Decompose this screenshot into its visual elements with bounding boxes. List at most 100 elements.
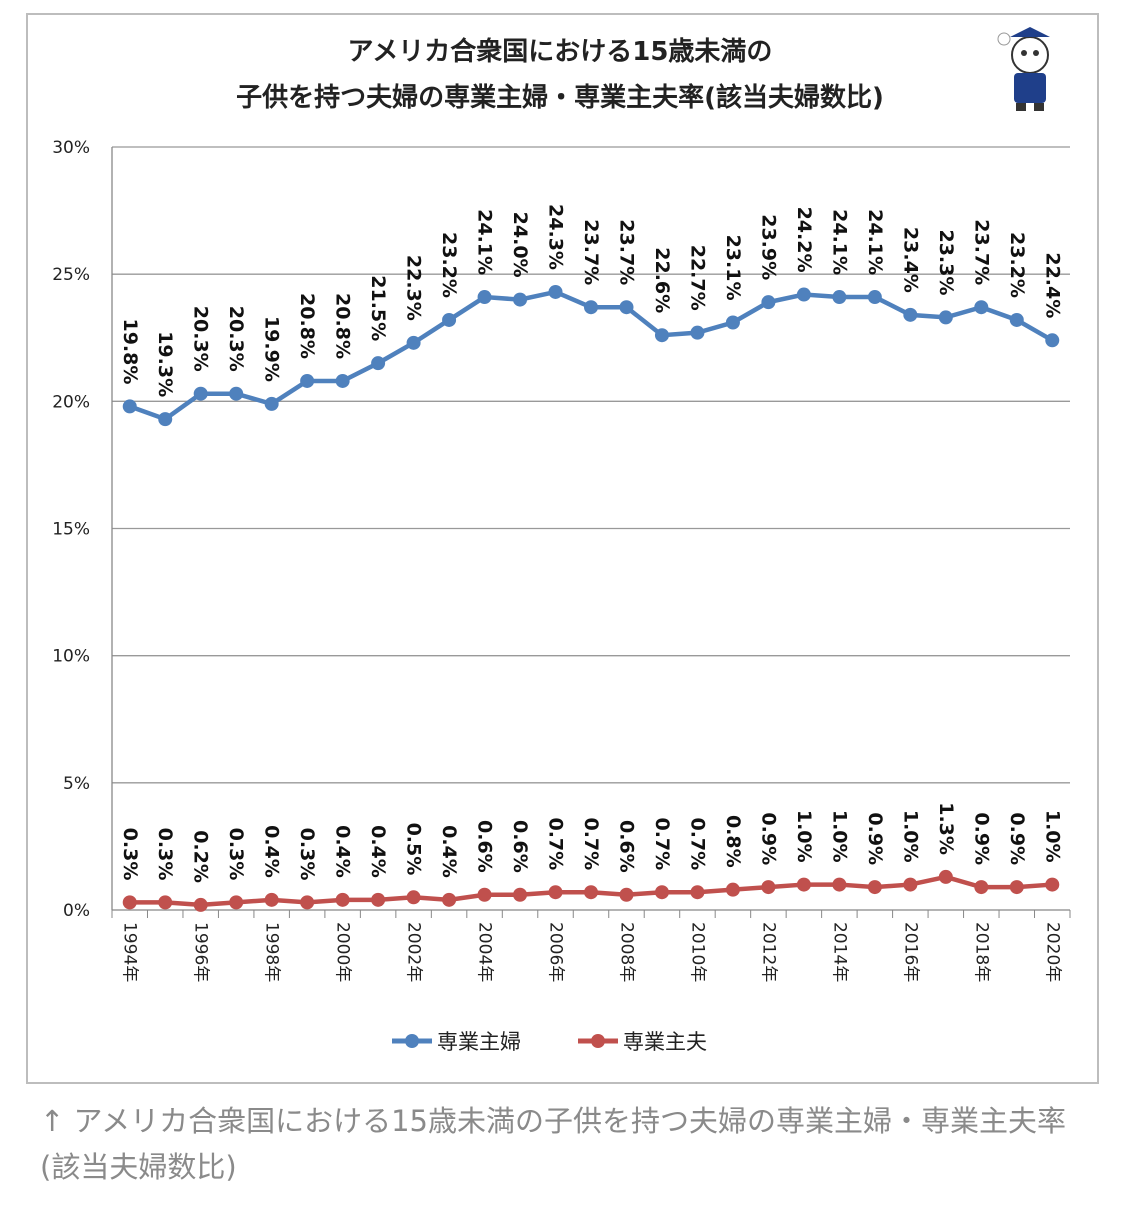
- data-point: [264, 396, 279, 411]
- data-label: 0.4%: [332, 825, 354, 878]
- data-label: 24.1%: [474, 209, 496, 275]
- data-point: [548, 284, 563, 299]
- data-label: 0.7%: [545, 817, 567, 870]
- data-label: 0.4%: [261, 825, 283, 878]
- data-label: 0.9%: [864, 812, 886, 865]
- legend-marker-househusband: [591, 1034, 605, 1048]
- y-tick-label: 25%: [52, 265, 90, 285]
- data-point: [442, 892, 457, 907]
- data-point: [264, 892, 279, 907]
- data-label: 24.3%: [545, 204, 567, 270]
- x-tick-label: 2018年: [971, 922, 991, 982]
- data-point: [1045, 877, 1060, 892]
- data-point: [584, 300, 598, 315]
- data-label: 0.9%: [1006, 812, 1028, 865]
- data-label: 0.3%: [296, 828, 318, 881]
- data-point: [619, 887, 634, 902]
- x-tick-label: 2020年: [1042, 922, 1062, 982]
- data-label: 23.4%: [899, 227, 921, 293]
- x-tick-label: 1994年: [120, 922, 140, 982]
- data-point: [229, 386, 244, 401]
- data-label: 0.6%: [509, 820, 531, 873]
- data-point: [1009, 880, 1024, 895]
- data-label: 0.7%: [686, 817, 708, 870]
- chart-title-line1: アメリカ合衆国における15歳未満の: [348, 36, 773, 67]
- data-label: 1.0%: [828, 810, 850, 863]
- data-label: 19.9%: [261, 316, 283, 382]
- x-tick-label: 2008年: [616, 922, 636, 982]
- data-label: 23.2%: [1006, 232, 1028, 298]
- data-label: 20.8%: [296, 293, 318, 359]
- data-point: [371, 892, 386, 907]
- data-point: [725, 315, 740, 330]
- data-label: 0.6%: [615, 820, 637, 873]
- data-label: 0.3%: [225, 828, 247, 881]
- x-tick-label: 2002年: [404, 922, 424, 982]
- data-label: 23.2%: [438, 232, 460, 298]
- y-tick-label: 20%: [52, 392, 90, 412]
- data-point: [406, 335, 421, 350]
- data-point: [867, 290, 882, 305]
- data-point: [690, 325, 705, 340]
- x-tick-label: 2012年: [758, 922, 778, 982]
- x-tick-label: 1998年: [262, 922, 282, 982]
- data-label: 19.8%: [119, 318, 141, 384]
- data-point: [903, 877, 918, 892]
- data-point: [903, 307, 918, 322]
- data-point: [158, 412, 173, 427]
- data-label: 0.8%: [722, 815, 744, 868]
- data-point: [158, 895, 173, 910]
- data-label: 0.6%: [474, 820, 496, 873]
- data-label: 24.1%: [864, 209, 886, 275]
- x-tick-label: 2006年: [546, 922, 566, 982]
- data-point: [193, 897, 208, 912]
- data-point: [513, 292, 528, 307]
- data-point: [477, 290, 492, 305]
- data-label: 0.3%: [119, 828, 141, 881]
- data-point: [548, 885, 563, 900]
- data-label: 0.7%: [580, 817, 602, 870]
- data-point: [974, 880, 989, 895]
- data-label: 1.0%: [1041, 810, 1063, 863]
- chart-title-line2: 子供を持つ夫婦の専業主婦・専業主夫率(該当夫婦数比): [236, 82, 884, 113]
- data-point: [513, 887, 528, 902]
- x-tick-label: 2004年: [475, 922, 495, 982]
- figure-caption: ↑ アメリカ合衆国における15歳未満の子供を持つ夫婦の専業主婦・専業主夫率(該当…: [40, 1104, 1066, 1184]
- data-label: 20.8%: [332, 293, 354, 359]
- data-label: 0.4%: [438, 825, 460, 878]
- data-point: [938, 869, 953, 884]
- data-label: 22.6%: [651, 247, 673, 313]
- data-point: [654, 885, 669, 900]
- data-point: [229, 895, 244, 910]
- data-point: [122, 895, 137, 910]
- data-point: [796, 877, 811, 892]
- data-label: 0.4%: [367, 825, 389, 878]
- data-label: 19.3%: [154, 331, 176, 397]
- data-point: [761, 880, 776, 895]
- data-point: [584, 885, 598, 900]
- data-label: 23.3%: [935, 229, 957, 295]
- data-point: [335, 373, 350, 388]
- data-point: [300, 895, 315, 910]
- data-label: 23.1%: [722, 235, 744, 301]
- data-point: [796, 287, 811, 302]
- legend-marker-housewife: [405, 1034, 419, 1048]
- data-point: [406, 890, 421, 905]
- data-point: [832, 290, 847, 305]
- data-point: [335, 892, 350, 907]
- data-label: 21.5%: [367, 275, 389, 341]
- data-label: 0.2%: [190, 830, 212, 883]
- data-point: [974, 300, 989, 315]
- data-label: 0.9%: [970, 812, 992, 865]
- data-label: 23.9%: [757, 214, 779, 280]
- legend: 専業主婦 専業主夫: [392, 1030, 707, 1054]
- data-point: [938, 310, 953, 325]
- data-point: [832, 877, 847, 892]
- data-label: 23.7%: [615, 219, 637, 285]
- data-label: 24.1%: [828, 209, 850, 275]
- data-label: 20.3%: [225, 306, 247, 372]
- x-tick-label: 2014年: [829, 922, 849, 982]
- data-point: [300, 373, 315, 388]
- data-point: [654, 328, 669, 343]
- data-label: 22.3%: [403, 255, 425, 321]
